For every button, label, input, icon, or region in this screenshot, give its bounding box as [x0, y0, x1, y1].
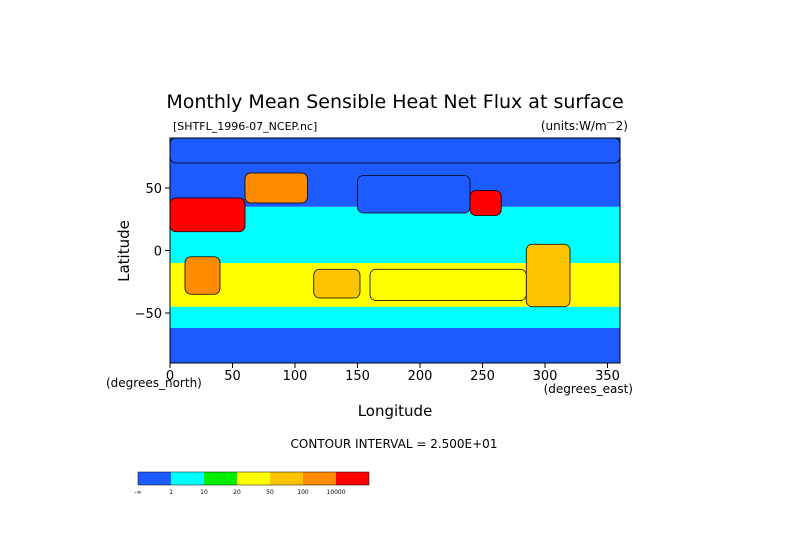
- field-region-arctic: [169, 137, 621, 164]
- x-tick-label: 200: [408, 369, 433, 384]
- plot-area: [169, 137, 621, 364]
- field-region-southern-africa: [184, 256, 221, 295]
- colorbar-swatch: [138, 472, 171, 485]
- x-tick-label: 300: [533, 369, 558, 384]
- units-label: (units:W/m—2): [541, 118, 628, 133]
- x-tick-label: 0: [166, 369, 174, 384]
- y-unit-label: (degrees_north): [106, 376, 202, 390]
- colorbar-frame: [137, 471, 370, 486]
- x-unit-label: (degrees_east): [544, 382, 633, 396]
- x-tick-label: 150: [345, 369, 370, 384]
- x-axis-label: Longitude: [358, 402, 433, 420]
- field-region-south-america: [525, 243, 571, 308]
- source-label: [SHTFL_1996-07_NCEP.nc]: [173, 120, 317, 133]
- colorbar-label: 10000: [326, 489, 345, 496]
- y-tick-label: −50: [135, 307, 162, 322]
- x-tick-label: 100: [283, 369, 308, 384]
- field-region-north-america-west: [469, 190, 502, 216]
- x-ticks: 0 50 100 150 200 250 300 350: [166, 363, 620, 384]
- colorbar-label: 20: [233, 489, 241, 496]
- colorbar-swatch: [237, 472, 270, 485]
- y-tick-label: 50: [145, 182, 162, 197]
- y-axis-label: Latitude: [115, 220, 133, 282]
- field-band-0: [170, 328, 620, 363]
- colorbar-label: -∞: [134, 489, 141, 496]
- colorbar-swatch: [171, 472, 204, 485]
- x-tick-label: 350: [595, 369, 620, 384]
- units-label-exp: 2): [616, 119, 628, 133]
- field-band-1: [170, 306, 620, 328]
- x-tick-label: 250: [470, 369, 495, 384]
- colorbar-swatch: [204, 472, 237, 485]
- units-label-prefix: (units:W/m: [541, 119, 607, 133]
- colorbar-label: 10: [200, 489, 208, 496]
- colorbar-swatch: [336, 472, 369, 485]
- field-region-south-pacific-subtropic: [369, 268, 527, 301]
- field-region-australia: [313, 268, 361, 299]
- colorbar-label: 100: [297, 489, 309, 496]
- colorbar: -∞ 1 10 20 50 100 10000: [134, 471, 370, 496]
- chart-title: Monthly Mean Sensible Heat Net Flux at s…: [166, 91, 623, 113]
- colorbar-swatch: [270, 472, 303, 485]
- colorbar-swatch: [303, 472, 336, 485]
- field-region-north-pacific: [357, 175, 471, 214]
- colorbar-label: 1: [169, 489, 173, 496]
- x-tick-label: 50: [224, 369, 241, 384]
- y-tick-label: 0: [154, 245, 162, 260]
- colorbar-label: 50: [266, 489, 274, 496]
- field-region-north-africa-arabia: [169, 197, 246, 233]
- field-region-eurasia-interior: [244, 172, 308, 204]
- contour-interval-label: CONTOUR INTERVAL = 2.500E+01: [291, 437, 498, 451]
- y-ticks: 50 0 −50: [135, 182, 170, 322]
